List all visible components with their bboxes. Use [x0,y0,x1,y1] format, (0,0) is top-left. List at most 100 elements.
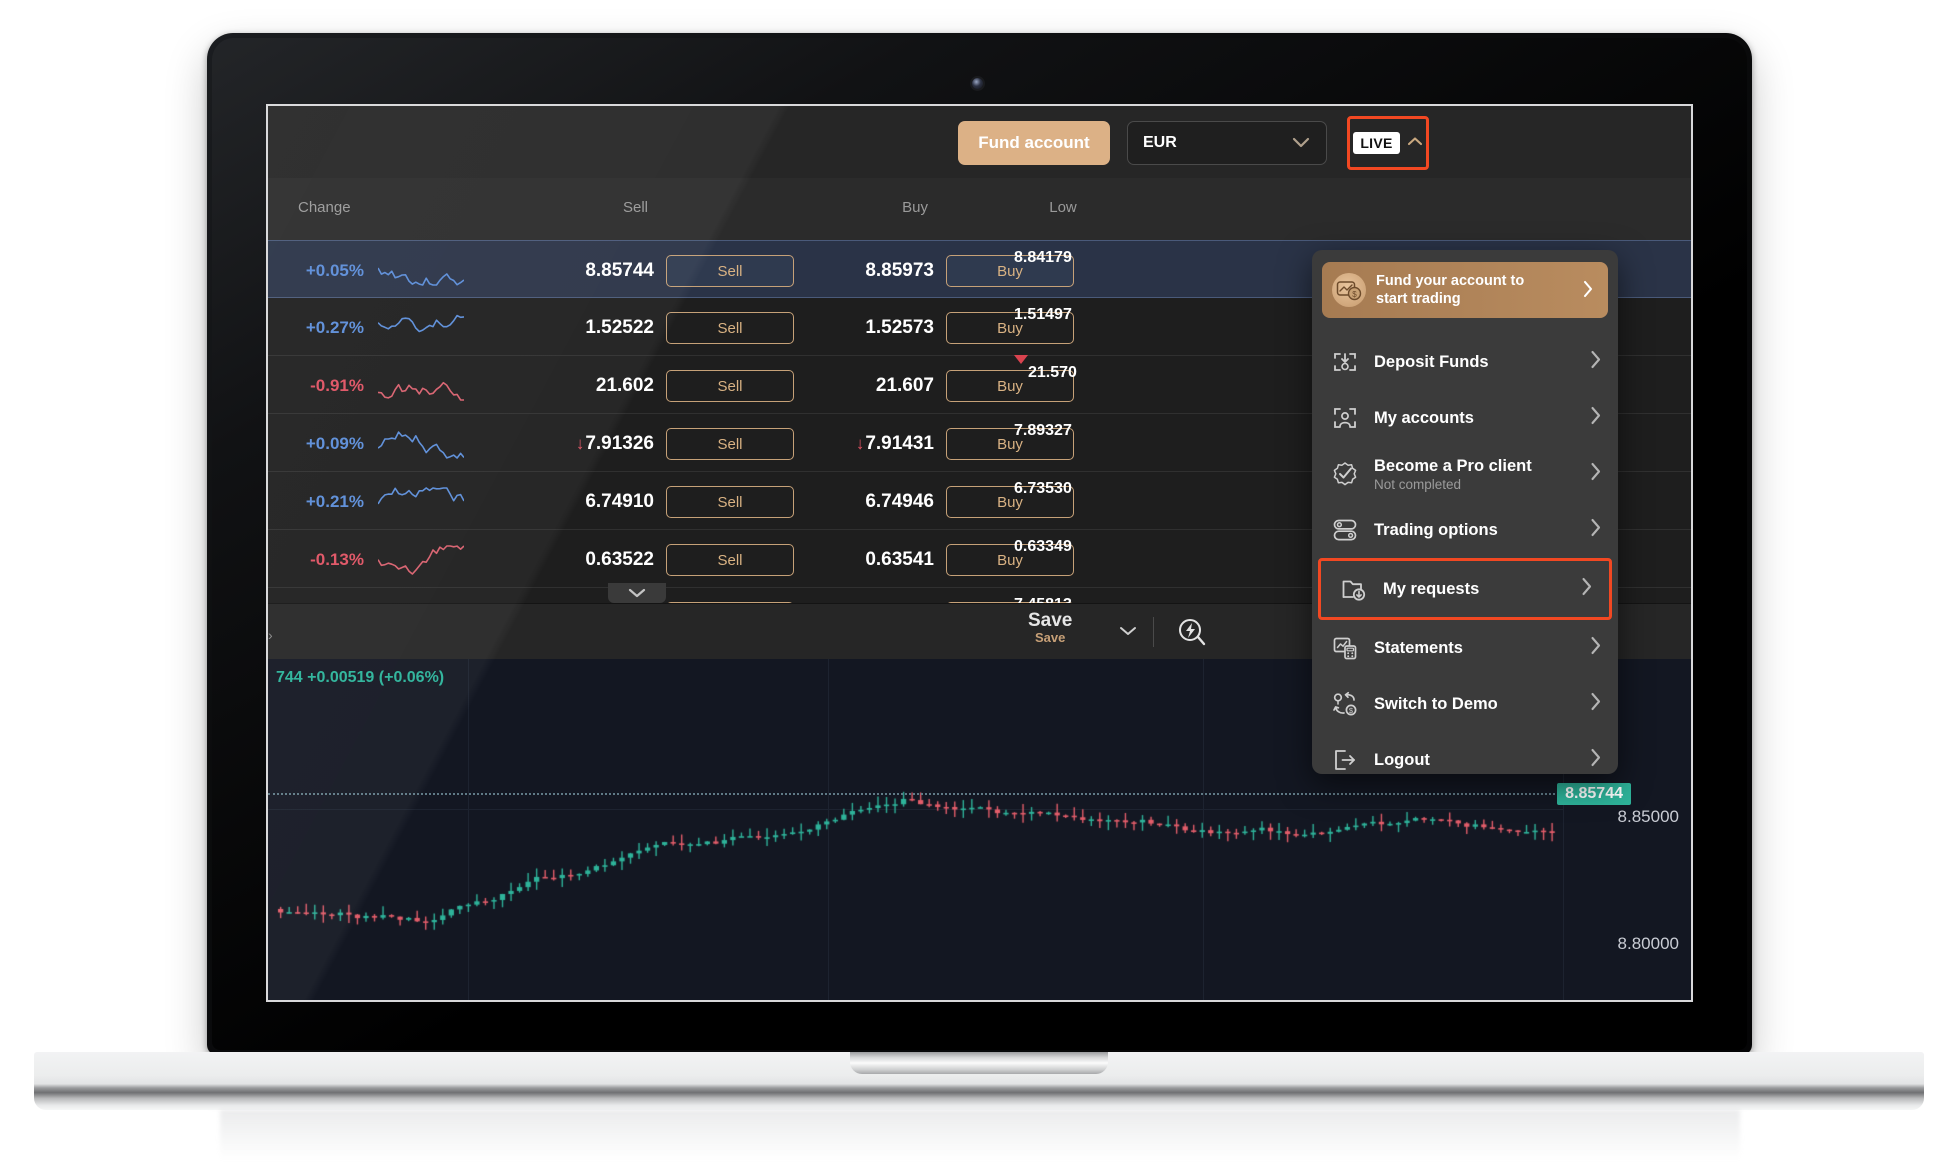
low-cell: 7.89327 [1014,422,1124,440]
menu-item-labels: Become a Pro client Not completed [1374,457,1532,492]
chevron-right-icon [1589,462,1602,487]
live-account-toggle[interactable]: LIVE [1347,116,1429,170]
sell-price: 6.74910 [585,491,654,512]
sell-price: 8.85744 [585,260,654,281]
chevron-right-icon [1589,406,1602,431]
toolbar-divider [1153,617,1154,647]
svg-text:$: $ [1352,290,1357,299]
user-frame-icon [1328,405,1362,431]
column-header-low: Low [1049,199,1077,216]
menu-item-switch-to-demo[interactable]: $ Switch to Demo [1312,676,1618,732]
promo-label: Fund your account to start trading [1376,272,1525,307]
sell-button[interactable]: Sell [666,544,794,576]
fund-account-promo-item[interactable]: $ Fund your account to start trading [1322,262,1608,318]
buy-button[interactable]: Buy [946,370,1074,402]
low-cell: 8.84179 [1014,249,1124,267]
buy-button[interactable]: Buy [946,312,1074,344]
low-price: 1.51497 [1014,306,1072,323]
change-percent: -0.91% [310,376,364,395]
buy-button[interactable]: Buy [946,255,1074,287]
menu-item-labels: My accounts [1374,409,1474,428]
sparkline-icon [377,252,465,290]
sparkline-icon [377,367,465,405]
quotes-table-header: Change Sell Buy Low [268,178,1691,240]
low-price: 0.63349 [1014,538,1072,555]
save-layout-button[interactable]: Save Save [1028,610,1072,645]
sell-price: 1.52522 [585,317,654,338]
chevron-down-icon [1292,136,1310,154]
chevron-right-icon [1589,636,1602,661]
low-price: 8.84179 [1014,249,1072,266]
menu-item-deposit-funds[interactable]: Deposit Funds [1312,334,1618,390]
price-axis-label: 8.80000 [1617,934,1679,953]
menu-item-label: My requests [1383,579,1480,598]
menu-item-logout[interactable]: Logout [1312,732,1618,788]
current-price-line [268,793,1691,795]
toolbar-scroll-left-icon[interactable]: › [268,627,273,643]
laptop-notch [850,1052,1108,1074]
column-header-sell: Sell [622,199,648,216]
chevron-right-icon [1589,518,1602,543]
menu-item-label: Statements [1374,638,1463,657]
sparkline-icon [377,541,465,579]
change-percent: +0.21% [305,492,364,511]
expand-quotes-button[interactable] [608,583,666,603]
chevron-right-icon [1589,748,1602,773]
column-header-change: Change [298,199,351,216]
buy-price: 0.63541 [865,549,934,570]
low-price: 21.570 [1028,364,1077,381]
sell-button[interactable]: Sell [666,486,794,518]
fund-account-button[interactable]: Fund account [958,121,1110,165]
menu-item-labels: My requests [1383,580,1479,599]
chart-quote-label: 744 +0.00519 (+0.06%) [276,669,445,686]
save-label: Save [1028,610,1073,631]
menu-item-labels: Trading options [1374,521,1498,540]
menu-item-become-a-pro-client[interactable]: Become a Pro client Not completed [1312,446,1618,502]
menu-item-my-accounts[interactable]: My accounts [1312,390,1618,446]
chevron-up-icon [1407,134,1423,152]
change-percent: +0.09% [305,434,364,453]
buy-price: 6.74946 [865,491,934,512]
sparkline-icon [377,309,465,347]
sell-button[interactable]: Sell [666,370,794,402]
sell-button[interactable]: Sell [666,312,794,344]
laptop-screen: Fund account EUR LIVE Change [266,104,1693,1002]
price-axis-label: 8.85000 [1617,807,1679,826]
menu-item-label: Trading options [1374,520,1498,539]
app-top-bar: Fund account EUR LIVE [268,106,1691,178]
sparkline-icon [377,425,465,463]
menu-item-sublabel: Not completed [1374,476,1462,492]
live-badge: LIVE [1353,132,1400,154]
chevron-right-icon [1582,280,1594,303]
svg-text:$: $ [1349,706,1354,715]
low-cell: 1.51497 [1014,306,1124,324]
statement-icon [1328,635,1362,661]
menu-item-my-requests[interactable]: My requests [1318,558,1612,620]
deposit-icon [1328,349,1362,375]
save-chevron-down-icon[interactable] [1118,624,1138,642]
low-marker-icon [1014,355,1028,381]
lightning-search-icon[interactable] [1176,616,1208,653]
currency-select[interactable]: EUR [1127,121,1327,165]
buy-price: 1.52573 [865,317,934,338]
buy-button[interactable]: Buy [946,544,1074,576]
menu-item-labels: Deposit Funds [1374,353,1489,372]
buy-button[interactable]: Buy [946,486,1074,518]
menu-item-labels: Switch to Demo [1374,695,1498,714]
sell-button[interactable]: Sell [666,428,794,460]
trading-app: Fund account EUR LIVE Change [268,106,1691,1000]
chevron-right-icon [1589,692,1602,717]
toggles-icon [1328,517,1362,543]
swap-money-icon: $ [1328,691,1362,717]
sell-price: ↓7.91326 [575,433,654,454]
menu-item-statements[interactable]: Statements [1312,620,1618,676]
menu-item-trading-options[interactable]: Trading options [1312,502,1618,558]
buy-button[interactable]: Buy [946,428,1074,460]
change-percent: -0.13% [310,550,364,569]
logout-icon [1328,747,1362,773]
low-cell: 0.63349 [1014,538,1124,556]
sell-button[interactable]: Sell [666,255,794,287]
low-cell: 6.73530 [1014,480,1124,498]
wallet-money-icon: $ [1332,273,1366,307]
